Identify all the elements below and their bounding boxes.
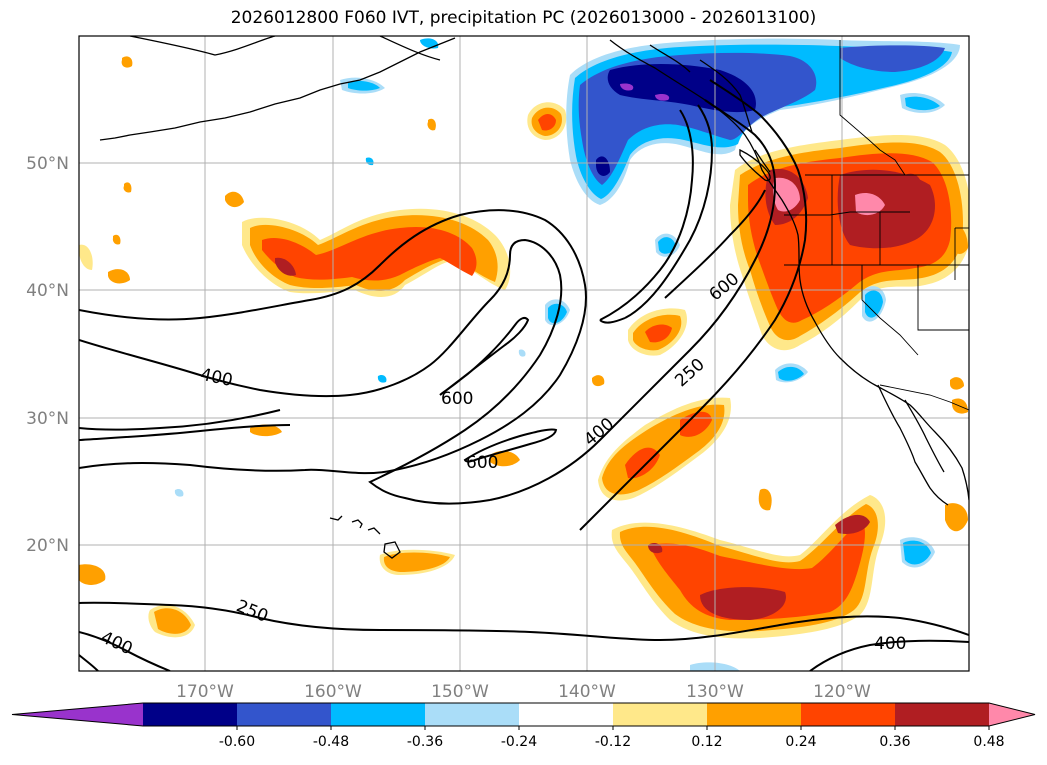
colorbar-tick-label: 0.24 [785,734,816,750]
colorbar-swatch [425,703,520,726]
colorbar-extend-low [12,703,143,726]
colorbar-tick-label: -0.24 [501,734,537,750]
plot-frame [78,35,970,672]
colorbar-swatch [331,703,426,726]
colorbar-tick-label: 0.12 [691,734,722,750]
x-tick-label: 170°W [176,682,234,702]
x-tick-label: 150°W [431,682,489,702]
gridlines [79,36,969,671]
colorbar-swatch [801,703,896,726]
y-tick-label: 50°N [26,154,69,174]
ivt-contours [79,79,969,671]
contour-label: 600 [466,453,498,473]
colorbar-swatch [143,703,238,726]
colorbar-tick-label: -0.36 [407,734,443,750]
y-tick-label: 20°N [26,536,69,556]
y-axis-labels: 50°N 40°N 30°N 20°N [26,154,69,556]
contour-label: 600 [441,389,473,409]
colorbar-tick-label: -0.12 [595,734,631,750]
colorbar-outline [11,702,1036,727]
map-title: 2026012800 F060 IVT, precipitation PC (2… [230,8,817,28]
y-tick-label: 40°N [26,281,69,301]
colorbar-swatch [237,703,332,726]
contour-label: 400 [874,634,906,654]
colorbar-tick-label: -0.60 [219,734,255,750]
colorbar-tick-label: -0.48 [313,734,349,750]
precip-negative-anomalies [174,38,960,671]
contour-labels: 400 600 600 400 250 600 250 400 400 [98,269,907,659]
colorbar-tick-label: 0.36 [879,734,910,750]
x-axis-labels: 170°W 160°W 150°W 140°W 130°W 120°W [176,682,871,702]
colorbar-tick-label: 0.48 [973,734,1004,750]
colorbar-swatch [707,703,802,726]
x-tick-label: 130°W [686,682,744,702]
x-tick-label: 140°W [558,682,616,702]
colorbar-swatch [895,703,990,726]
colorbar: -0.60 -0.48 -0.36 -0.24 -0.12 0.12 0.24 0.36 0.4… [11,702,1036,750]
colorbar-swatch [613,703,708,726]
x-tick-label: 160°W [304,682,362,702]
x-tick-label: 120°W [813,682,871,702]
colorbar-swatch [519,703,614,726]
borders [784,40,969,411]
y-tick-label: 30°N [26,409,69,429]
precip-positive-anomalies [79,56,969,639]
colorbar-extend-high [989,703,1035,726]
